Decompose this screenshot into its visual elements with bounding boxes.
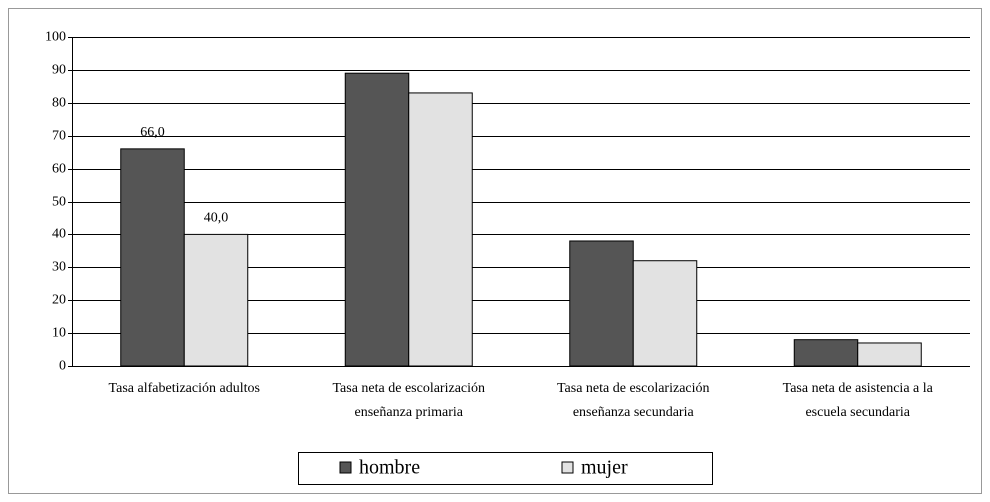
bar (344, 72, 410, 367)
legend-swatch (561, 461, 574, 474)
bar (408, 92, 473, 367)
bar (632, 260, 698, 367)
x-tick-label: Tasa neta de asistencia a la (783, 381, 934, 396)
y-tick-label: 80 (52, 96, 66, 111)
legend-swatch (339, 461, 352, 474)
y-tick-label: 20 (52, 293, 66, 308)
y-tick-label: 90 (52, 63, 66, 78)
y-tick-label: 10 (52, 326, 66, 341)
y-tick-label: 40 (52, 227, 66, 242)
y-tick-label: 30 (52, 260, 66, 275)
y-tick-label: 60 (52, 162, 66, 177)
bar (569, 240, 634, 367)
x-tick-label: Tasa alfabetización adultos (109, 381, 260, 396)
y-tick-label: 100 (45, 30, 66, 45)
bar (120, 148, 185, 367)
x-tick-label: enseñanza primaria (355, 405, 464, 420)
legend-label: mujer (581, 457, 628, 479)
value-label: 40,0 (204, 211, 229, 226)
y-tick-label: 0 (59, 359, 66, 374)
value-label: 66,0 (140, 125, 165, 140)
y-tick-label: 70 (52, 129, 66, 144)
x-tick-label: enseñanza secundaria (573, 405, 695, 420)
legend-label: hombre (359, 457, 420, 479)
bar (793, 339, 859, 367)
x-tick-label: Tasa neta de escolarización (557, 381, 710, 396)
y-tick-label: 50 (52, 195, 66, 210)
x-tick-label: escuela secundaria (805, 405, 910, 420)
bar (857, 342, 922, 367)
x-tick-label: Tasa neta de escolarización (332, 381, 485, 396)
legend-box (298, 452, 713, 485)
bar (183, 233, 249, 367)
